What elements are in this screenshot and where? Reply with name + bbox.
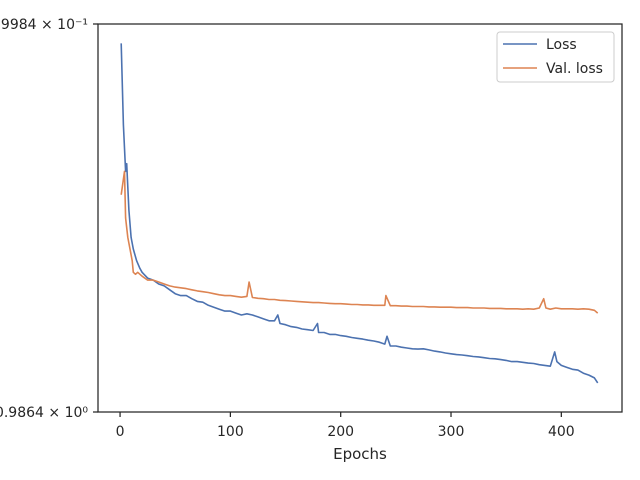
legend: Loss Val. loss [496,31,615,83]
legend-label-val-loss: Val. loss [546,61,603,77]
series-line-val-loss [120,170,599,314]
y-tick-label-top: 0.9984 × 10⁻¹ [0,17,88,33]
legend-label-loss: Loss [546,37,577,53]
plot-frame [97,23,623,413]
x-axis: 0 100 200 300 400 [116,412,575,440]
x-tick-label: 100 [217,424,244,440]
x-axis-title: Epochs [333,445,387,463]
series-lines [120,43,599,384]
x-tick-label: 400 [548,424,575,440]
x-tick-label: 200 [327,424,354,440]
y-tick-label-bottom: 0.9864 × 10⁰ [0,405,88,421]
x-tick-label: 0 [116,424,125,440]
x-tick-label: 300 [438,424,465,440]
plot-area [98,24,622,412]
series-line-loss [120,43,599,384]
y-axis: 0.9984 × 10⁻¹ 0.9864 × 10⁰ [0,17,98,421]
